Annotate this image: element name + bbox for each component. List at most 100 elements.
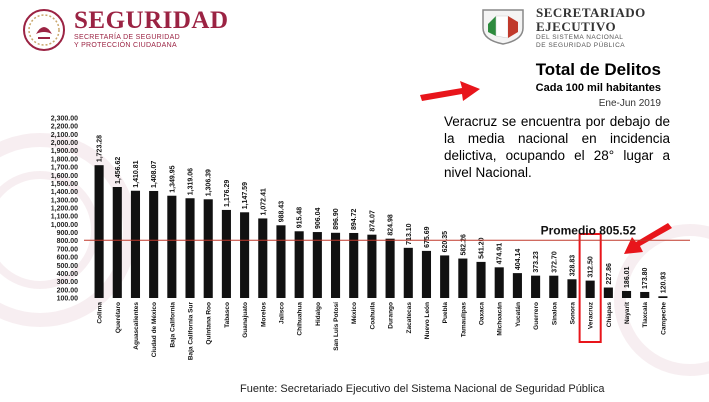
chart-title: Total de Delitos [535,60,661,79]
bar-value-label: 1,072.41 [260,188,267,215]
bar-value-label: 620.35 [442,231,449,253]
se-subtitle-1: DEL SISTEMA NACIONAL [536,34,624,41]
bar [440,255,450,298]
y-tick-label: 200.00 [57,287,79,294]
x-tick-label: Aguascalientes [133,302,140,350]
y-tick-label: 1,800.00 [51,156,78,163]
callout-text: Veracruz se encuentra por debajo de la m… [444,114,670,180]
bar-value-label: 312.50 [588,256,595,278]
bar [494,267,504,298]
bar-value-label: 1,723.28 [97,135,104,162]
bar-value-label: 328.83 [569,255,576,277]
x-tick-label: Hidalgo [315,302,322,326]
bar-value-label: 173.80 [642,267,649,289]
bar-value-label: 894.72 [351,208,358,230]
bar-value-label: 404.14 [515,249,522,271]
bar-value-label: 1,408.07 [151,161,158,188]
bar [476,261,486,298]
bar [367,234,377,298]
average-group: Promedio 805.52 [84,223,690,241]
bar [549,275,559,298]
se-title-1: SECRETARIADO [536,5,646,20]
secretariado-logo: SECRETARIADO EJECUTIVO DEL SISTEMA NACIO… [478,6,646,49]
bar [385,238,395,298]
bars-group: 1,723.28 Colima 1,456.62 Querétaro 1,410.81 A… [94,135,668,361]
x-tick-label: Durango [388,302,395,329]
arrow-title-icon [420,81,480,101]
bar-value-label: 713.10 [406,223,413,245]
bar [349,232,359,298]
y-tick-label: 1,900.00 [51,148,78,155]
x-tick-label: Ciudad de México [151,302,158,357]
bar-value-label: 582.26 [460,234,467,256]
bar [276,225,286,298]
bar-value-label: 896.90 [333,208,340,230]
x-tick-label: Baja California [169,302,176,348]
y-tick-label: 1,200.00 [51,206,78,213]
mexico-seal-icon [23,9,65,51]
x-tick-label: México [351,302,358,324]
bar [421,250,432,298]
x-tick-label: Nuevo León [424,302,431,339]
y-tick-label: 500.00 [57,263,79,270]
x-tick-label: Tlaxcala [642,302,649,328]
chart-title-block: Total de Delitos Cada 100 mil habitantes… [536,60,661,109]
y-tick-label: 1,000.00 [51,222,78,229]
bar [130,190,141,298]
bar-value-label: 474.91 [497,243,504,265]
y-tick-label: 2,200.00 [51,124,78,131]
bar-value-label: 1,176.29 [224,180,231,207]
bar [567,279,577,298]
annotation-arrows [420,81,672,254]
bar [512,273,522,298]
x-tick-label: Sinaloa [551,302,558,326]
bar [585,280,595,298]
x-tick-label: Puebla [442,302,449,324]
x-tick-label: Chihuahua [297,302,304,336]
bar-value-label: 373.23 [533,251,540,273]
x-tick-label: Tamaulipas [460,302,467,338]
bar [167,195,177,298]
highlight-box [578,233,602,343]
y-tick-label: 600.00 [57,255,79,262]
bar [403,247,413,298]
bar [294,231,304,298]
bar-value-label: 1,410.81 [133,160,140,187]
bar [149,190,159,298]
x-tick-label: Campeche [660,302,667,335]
average-label: Promedio 805.52 [541,223,637,237]
y-tick-label: 100.00 [57,296,79,303]
x-tick-label: San Luis Potosí [333,302,340,351]
x-tick-label: Baja California Sur [188,302,195,361]
y-tick-label: 2,100.00 [51,132,78,139]
bar [330,232,341,298]
bar-value-label: 874.07 [369,210,376,232]
brand-title: SEGURIDAD [74,7,229,34]
y-tick-label: 1,500.00 [51,181,78,188]
bar [621,290,632,298]
bar-value-label: 906.04 [315,208,322,230]
x-tick-label: Nayarit [624,301,631,324]
x-tick-label: Querétaro [115,302,122,333]
bar-value-label: 1,319.06 [188,168,195,195]
bar-value-label: 541.20 [479,237,486,259]
x-tick-label: Quintana Roo [206,302,213,345]
y-tick-label: 300.00 [57,279,79,286]
x-tick-label: Guerrero [533,302,540,330]
bar-value-label: 1,349.95 [169,165,176,192]
bar [531,275,541,298]
bar-value-label: 915.48 [297,207,304,229]
bar-value-label: 1,456.62 [115,157,122,184]
bar [603,287,613,298]
y-tick-label: 800.00 [57,238,79,245]
bar [658,296,668,298]
bar [221,209,231,298]
brand-subtitle-1: SECRETARÍA DE SEGURIDAD [74,34,180,41]
bar [94,165,104,298]
y-tick-label: 1,300.00 [51,197,78,204]
seguridad-logo: SEGURIDAD SECRETARÍA DE SEGURIDAD Y PROT… [22,8,229,56]
bar [258,218,268,298]
x-tick-label: Morelos [260,302,267,327]
bar [203,199,213,298]
